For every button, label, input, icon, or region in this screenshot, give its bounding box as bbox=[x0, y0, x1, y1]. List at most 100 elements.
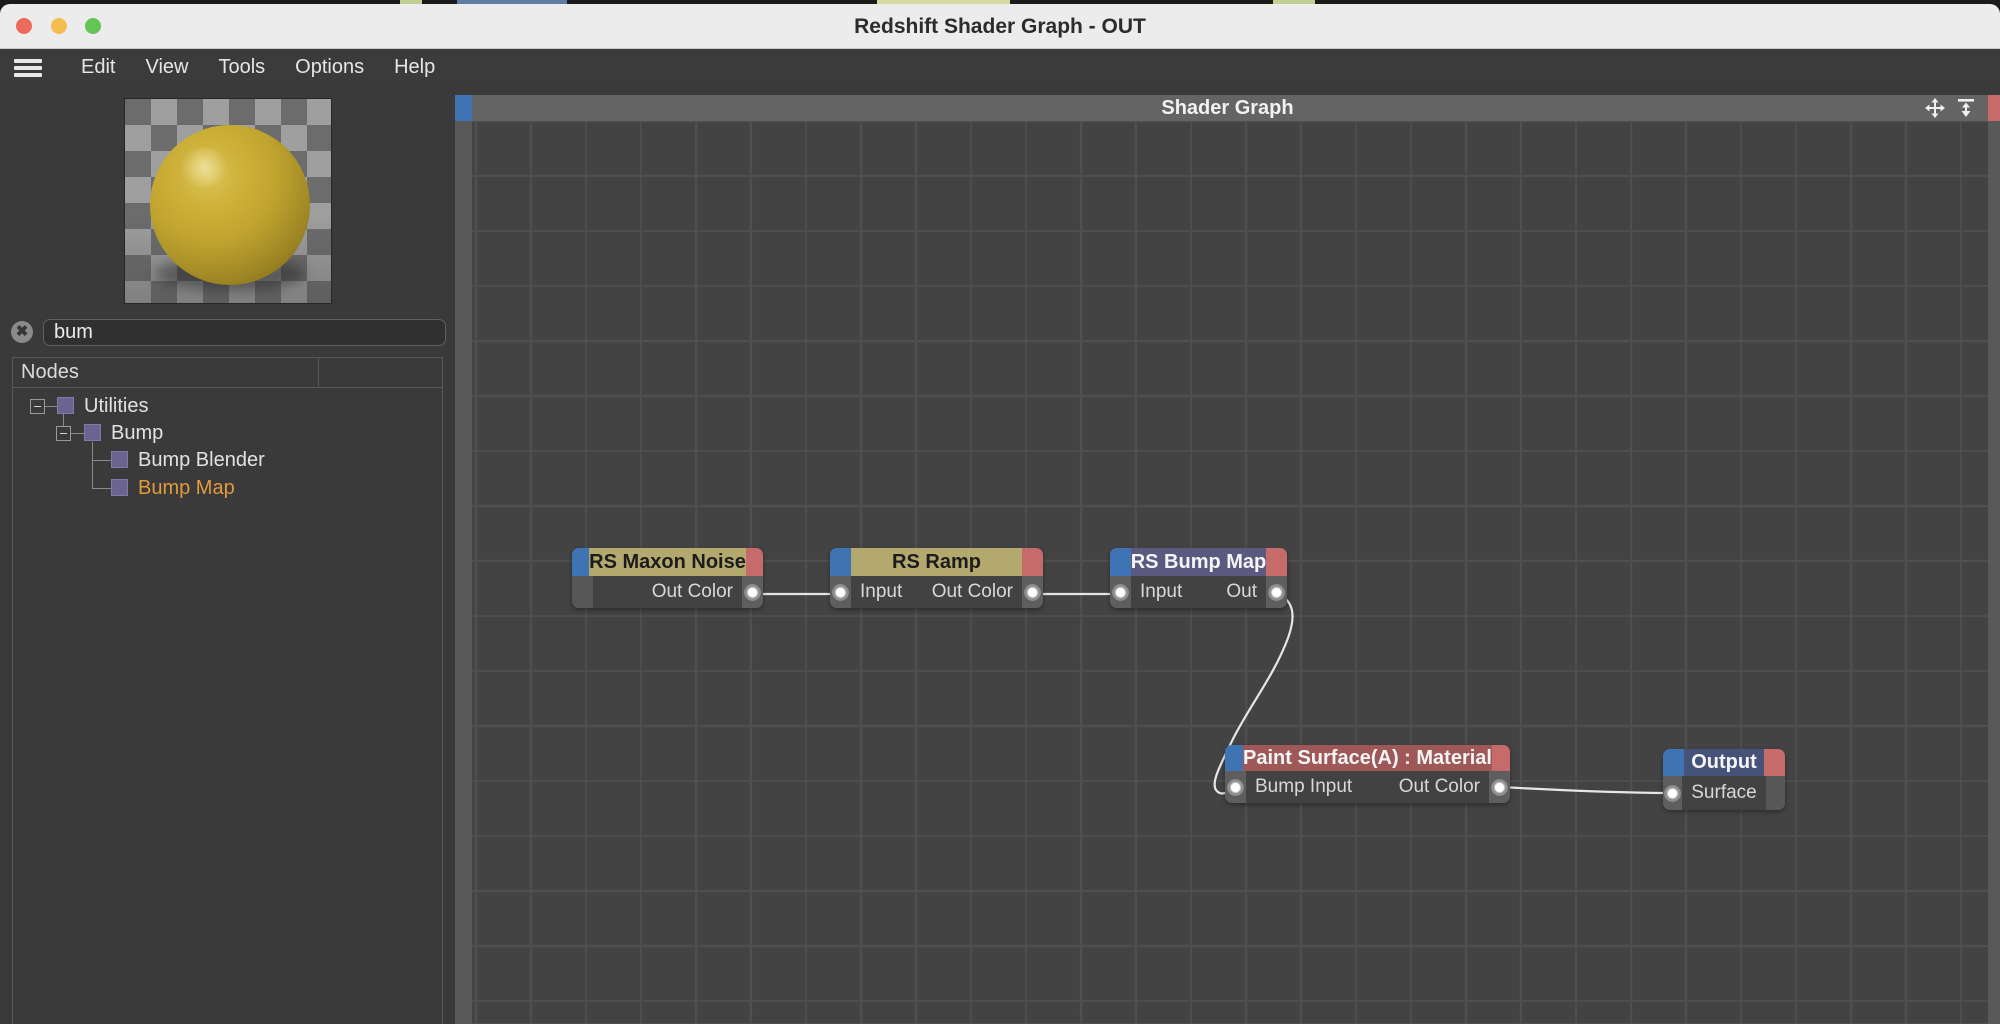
menu-tools[interactable]: Tools bbox=[218, 56, 266, 78]
tree-connector bbox=[92, 442, 93, 489]
port-block bbox=[1765, 776, 1785, 810]
desktop-background-strip bbox=[0, 0, 2000, 5]
port-block bbox=[830, 576, 851, 608]
tree-connector bbox=[63, 414, 64, 426]
node-header[interactable]: RS Maxon Noise bbox=[572, 548, 763, 576]
node-header[interactable]: RS Ramp bbox=[830, 548, 1043, 576]
tree-header-label: Nodes bbox=[21, 361, 79, 383]
node-rs-maxon-noise[interactable]: RS Maxon Noise Out Color bbox=[572, 548, 763, 608]
redshift-shader-graph-window: Redshift Shader Graph - OUT Edit View To… bbox=[0, 4, 2000, 1024]
port-label-input: Input bbox=[1140, 581, 1183, 602]
tree-folder-icon bbox=[57, 397, 74, 414]
port-label-bump-input: Bump Input bbox=[1255, 776, 1353, 797]
shader-graph-header[interactable]: Shader Graph bbox=[455, 95, 2000, 121]
panel-corner-red bbox=[1988, 95, 2000, 121]
tree-item-utilities[interactable]: Utilities bbox=[84, 395, 149, 417]
port-block bbox=[1266, 576, 1287, 608]
tree-connector bbox=[70, 433, 84, 434]
tree-expander-bump[interactable] bbox=[56, 426, 71, 441]
node-rs-bump-map[interactable]: RS Bump Map Input Out bbox=[1110, 548, 1287, 608]
output-socket[interactable] bbox=[1491, 778, 1508, 796]
tree-connector bbox=[92, 460, 111, 461]
node-corner-blue bbox=[830, 548, 851, 576]
move-icon[interactable] bbox=[1925, 98, 1945, 118]
fit-vertical-icon[interactable] bbox=[1956, 98, 1976, 118]
node-body: Input Out bbox=[1110, 576, 1287, 608]
input-socket[interactable] bbox=[832, 583, 849, 601]
tree-item-bump-blender[interactable]: Bump Blender bbox=[138, 449, 265, 471]
output-socket[interactable] bbox=[744, 583, 761, 601]
tree-node-icon bbox=[111, 479, 128, 496]
input-socket[interactable] bbox=[1112, 583, 1129, 601]
port-block bbox=[572, 576, 593, 608]
minimize-window-button[interactable] bbox=[51, 18, 67, 34]
tree-column-divider[interactable] bbox=[318, 358, 319, 387]
port-block bbox=[1022, 576, 1043, 608]
tree-item-bump-map[interactable]: Bump Map bbox=[138, 477, 235, 499]
node-rs-ramp[interactable]: RS Ramp Input Out Color bbox=[830, 548, 1043, 608]
port-block bbox=[1225, 771, 1246, 803]
node-body: Surface bbox=[1663, 776, 1785, 810]
desktop-patch bbox=[1273, 0, 1315, 5]
node-body: Input Out Color bbox=[830, 576, 1043, 608]
graph-scroll-track-right[interactable] bbox=[1988, 121, 2000, 1024]
panel-corner-blue bbox=[455, 95, 472, 121]
tree-connector bbox=[92, 488, 111, 489]
node-corner-red bbox=[1491, 745, 1510, 771]
node-corner-red bbox=[1266, 548, 1287, 576]
node-corner-blue bbox=[1110, 548, 1131, 576]
node-corner-red bbox=[745, 548, 763, 576]
node-header[interactable]: Paint Surface(A) : Material bbox=[1225, 745, 1510, 771]
desktop-patch bbox=[400, 0, 422, 5]
tree-folder-icon bbox=[84, 424, 101, 441]
search-input[interactable] bbox=[43, 319, 446, 346]
menu-edit[interactable]: Edit bbox=[81, 56, 116, 78]
tree-expander-utilities[interactable] bbox=[30, 399, 45, 414]
port-block bbox=[742, 576, 763, 608]
shader-graph-title: Shader Graph bbox=[1161, 97, 1294, 119]
tree-connector bbox=[44, 406, 57, 407]
port-label-out-color: Out Color bbox=[1398, 776, 1480, 797]
window-title: Redshift Shader Graph - OUT bbox=[854, 15, 1146, 38]
node-title: RS Bump Map bbox=[1130, 548, 1267, 576]
hamburger-menu-icon[interactable] bbox=[14, 58, 42, 77]
node-corner-red bbox=[1764, 749, 1785, 776]
node-corner-blue bbox=[572, 548, 590, 576]
node-corner-red bbox=[1022, 548, 1043, 576]
nodes-tree: Utilities Bump Bump Blender Bump Map bbox=[12, 388, 443, 1024]
clear-search-button[interactable]: ✖ bbox=[11, 321, 33, 343]
port-block bbox=[1663, 776, 1683, 810]
window-titlebar[interactable]: Redshift Shader Graph - OUT bbox=[0, 4, 2000, 49]
node-header[interactable]: Output bbox=[1663, 749, 1785, 776]
graph-scroll-track-left[interactable] bbox=[455, 121, 472, 1024]
input-socket[interactable] bbox=[1664, 784, 1682, 802]
node-output[interactable]: Output Surface bbox=[1663, 749, 1785, 810]
node-header[interactable]: RS Bump Map bbox=[1110, 548, 1287, 576]
port-block bbox=[1110, 576, 1131, 608]
node-paint-surface-material[interactable]: Paint Surface(A) : Material Bump Input O… bbox=[1225, 745, 1510, 803]
port-label-input: Input bbox=[860, 581, 903, 602]
node-corner-blue bbox=[1663, 749, 1684, 776]
tree-node-icon bbox=[111, 451, 128, 468]
material-preview bbox=[124, 98, 332, 304]
menu-view[interactable]: View bbox=[145, 56, 189, 78]
port-block bbox=[1489, 771, 1510, 803]
port-label-out: Out bbox=[1226, 581, 1257, 602]
menu-help[interactable]: Help bbox=[394, 56, 436, 78]
node-title: Output bbox=[1684, 749, 1764, 776]
window-content: ✖ Nodes Utilities bbox=[0, 86, 2000, 1024]
menu-bar: Edit View Tools Options Help bbox=[0, 49, 2000, 86]
menu-options[interactable]: Options bbox=[295, 56, 365, 78]
zoom-window-button[interactable] bbox=[85, 18, 101, 34]
input-socket[interactable] bbox=[1227, 778, 1244, 796]
output-socket[interactable] bbox=[1024, 583, 1041, 601]
node-corner-blue bbox=[1225, 745, 1244, 771]
tree-item-bump[interactable]: Bump bbox=[111, 422, 164, 444]
close-window-button[interactable] bbox=[16, 18, 32, 34]
node-title: RS Maxon Noise bbox=[589, 548, 746, 576]
output-socket[interactable] bbox=[1268, 583, 1285, 601]
tree-column-header[interactable]: Nodes bbox=[12, 357, 443, 388]
node-title: Paint Surface(A) : Material bbox=[1243, 745, 1492, 771]
desktop-patch bbox=[457, 0, 567, 5]
